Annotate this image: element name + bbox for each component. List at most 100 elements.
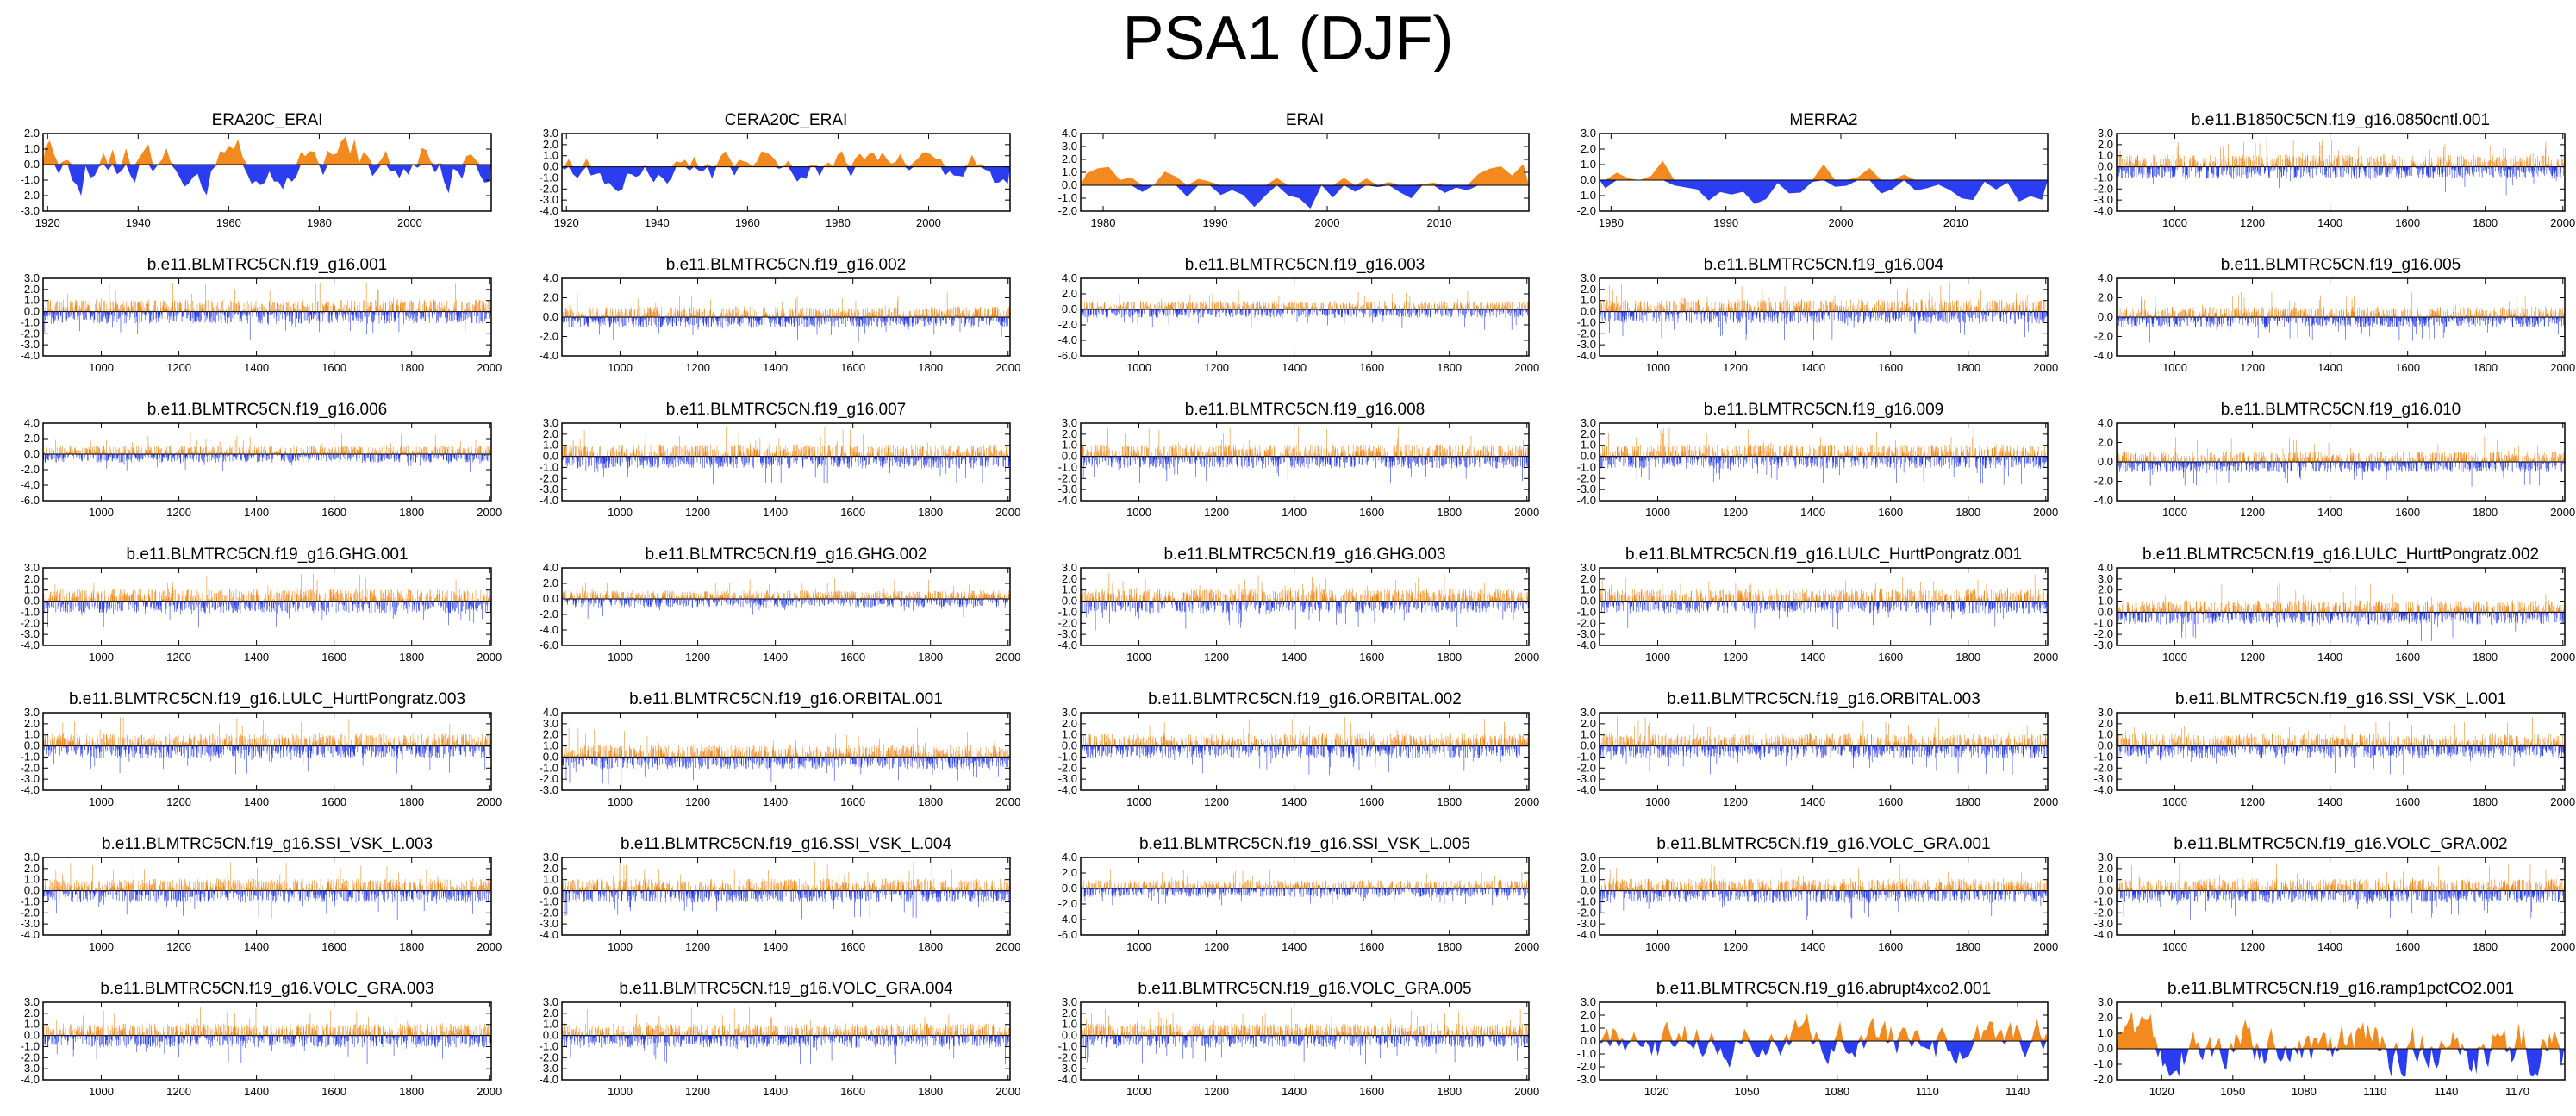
y-tick-label: 2.0 bbox=[24, 862, 40, 875]
x-tick-label: 1000 bbox=[2162, 506, 2187, 519]
y-tick-label: -2.0 bbox=[21, 189, 40, 202]
y-tick-label: -2.0 bbox=[2094, 182, 2113, 195]
x-tick-label: 1800 bbox=[1955, 940, 1980, 953]
x-tick-label: 2000 bbox=[477, 1085, 502, 1098]
panel-title: b.e11.BLMTRC5CN.f19_g16.ramp1pctCO2.001 bbox=[2167, 980, 2514, 998]
plot-frame bbox=[561, 133, 1011, 212]
y-tick-label: -1.0 bbox=[1577, 605, 1596, 618]
panel-title: ERA20C_ERAI bbox=[212, 111, 323, 129]
x-tick-label: 1800 bbox=[399, 1085, 424, 1098]
y-tick-label: 2.0 bbox=[543, 427, 558, 440]
plot-frame bbox=[42, 277, 492, 357]
y-tick-label: -2.0 bbox=[1058, 318, 1077, 331]
y-tick-label: 2.0 bbox=[543, 728, 558, 741]
plot-frame bbox=[2116, 857, 2566, 936]
panel-title: b.e11.BLMTRC5CN.f19_g16.GHG.003 bbox=[1163, 546, 1445, 564]
x-tick-label: 1000 bbox=[608, 795, 633, 808]
y-tick-label: -1.0 bbox=[1577, 895, 1596, 907]
x-tick-label: 1400 bbox=[763, 1085, 788, 1098]
negative-bars bbox=[2116, 890, 2564, 920]
y-tick-label: 1.0 bbox=[1581, 439, 1596, 452]
panel-title: b.e11.BLMTRC5CN.f19_g16.003 bbox=[1185, 256, 1425, 274]
y-tick-label: -1.0 bbox=[540, 171, 558, 184]
y-tick-label: -1.0 bbox=[540, 895, 558, 907]
y-tick-label: 4.0 bbox=[1062, 127, 1077, 140]
x-tick-label: 2000 bbox=[1514, 651, 1539, 664]
plot-frame bbox=[42, 567, 492, 646]
positive-area bbox=[1600, 1013, 2048, 1041]
x-tick-label: 1020 bbox=[1644, 1085, 1669, 1098]
y-tick-label: 0.0 bbox=[543, 750, 558, 763]
plot-frame bbox=[1080, 857, 1530, 936]
x-tick-label: 1200 bbox=[685, 506, 710, 519]
y-tick-label: 1.0 bbox=[24, 728, 40, 741]
chart-panel-6: b.e11.BLMTRC5CN.f19_g16.0013.02.01.00.0-… bbox=[21, 256, 502, 374]
x-tick-label: 1600 bbox=[2395, 506, 2420, 519]
panel-title: b.e11.BLMTRC5CN.f19_g16.001 bbox=[147, 256, 387, 274]
y-tick-label: 1.0 bbox=[1581, 158, 1596, 171]
x-tick-label: 1800 bbox=[918, 1085, 943, 1098]
y-tick-label: 3.0 bbox=[543, 717, 558, 730]
y-tick-label: -2.0 bbox=[1577, 327, 1596, 340]
positive-area bbox=[43, 136, 491, 165]
panel-title: b.e11.BLMTRC5CN.f19_g16.ORBITAL.003 bbox=[1667, 690, 1980, 708]
x-tick-label: 1400 bbox=[2317, 651, 2342, 664]
negative-bars bbox=[562, 1035, 1009, 1065]
y-tick-label: -3.0 bbox=[1058, 772, 1077, 785]
y-tick-label: 2.0 bbox=[1581, 1008, 1596, 1021]
x-tick-label: 1400 bbox=[763, 506, 788, 519]
x-tick-label: 1000 bbox=[2162, 795, 2187, 808]
panel-title: b.e11.BLMTRC5CN.f19_g16.SSI_VSK_L.005 bbox=[1139, 835, 1470, 853]
x-tick-label: 1600 bbox=[840, 795, 865, 808]
y-tick-label: 3.0 bbox=[1581, 561, 1596, 574]
x-tick-label: 1600 bbox=[321, 651, 346, 664]
y-tick-label: -2.0 bbox=[1577, 1060, 1596, 1073]
y-tick-label: -4.0 bbox=[21, 783, 40, 796]
negative-bars bbox=[561, 456, 1010, 485]
x-tick-label: 1400 bbox=[2317, 216, 2342, 229]
plot-frame bbox=[2116, 1001, 2566, 1081]
y-tick-label: 1.0 bbox=[1062, 439, 1077, 452]
x-tick-label: 1800 bbox=[918, 506, 943, 519]
y-tick-label: 1.0 bbox=[543, 1018, 558, 1031]
y-tick-label: 4.0 bbox=[1062, 271, 1077, 284]
y-tick-label: -3.0 bbox=[540, 917, 558, 930]
x-tick-label: 1000 bbox=[89, 361, 114, 374]
y-tick-label: 1.0 bbox=[24, 142, 40, 155]
y-tick-label: -4.0 bbox=[21, 478, 40, 491]
x-tick-label: 1800 bbox=[1437, 1085, 1462, 1098]
y-tick-label: -1.0 bbox=[2094, 1057, 2113, 1070]
y-tick-label: -2.0 bbox=[21, 761, 40, 774]
chart-panel-17: b.e11.BLMTRC5CN.f19_g16.GHG.002 4.0 2.0 0.0… bbox=[540, 546, 1021, 664]
x-tick-label: 2000 bbox=[2550, 361, 2575, 374]
y-tick-label: 1.0 bbox=[1062, 1018, 1077, 1031]
chart-panel-34: b.e11.BLMTRC5CN.f19_g16.abrupt4xco2.001 3… bbox=[1577, 980, 2049, 1098]
y-tick-label: -3.0 bbox=[21, 204, 40, 217]
positive-bars bbox=[1599, 574, 2048, 602]
x-tick-label: 1800 bbox=[1955, 651, 1980, 664]
x-tick-label: 1080 bbox=[2292, 1085, 2317, 1098]
x-tick-label: 1200 bbox=[685, 1085, 710, 1098]
positive-bars bbox=[1081, 573, 1528, 602]
negative-bars bbox=[1599, 456, 2048, 485]
x-tick-label: 1000 bbox=[2162, 216, 2187, 229]
x-tick-label: 1000 bbox=[89, 506, 114, 519]
plot-frame bbox=[1080, 567, 1530, 646]
x-tick-label: 1200 bbox=[1723, 940, 1748, 953]
positive-bars bbox=[1599, 863, 2048, 891]
y-tick-label: -4.0 bbox=[2094, 494, 2113, 507]
x-tick-label: 1800 bbox=[1437, 795, 1462, 808]
x-tick-label: 2000 bbox=[1514, 1085, 1539, 1098]
x-tick-label: 1400 bbox=[244, 795, 269, 808]
y-tick-label: 1.0 bbox=[1062, 165, 1077, 178]
negative-area bbox=[1081, 185, 1529, 209]
y-tick-label: -3.0 bbox=[1577, 483, 1596, 496]
y-tick-label: 3.0 bbox=[1581, 127, 1596, 140]
y-tick-label: 2.0 bbox=[24, 717, 40, 730]
x-tick-label: 1980 bbox=[307, 216, 332, 229]
y-tick-label: 2.0 bbox=[1062, 1007, 1077, 1019]
x-tick-label: 1200 bbox=[166, 506, 191, 519]
y-tick-label: -1.0 bbox=[2094, 171, 2113, 184]
x-tick-label: 1400 bbox=[763, 795, 788, 808]
